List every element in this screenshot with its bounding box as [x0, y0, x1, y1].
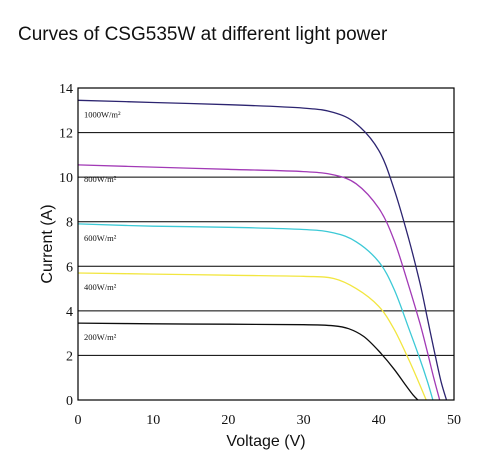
y-tick-label: 10	[59, 171, 73, 186]
y-tick-labels: 0 2 4 6 8 10 12 14	[59, 82, 73, 409]
curve-labels: 1000W/m² 800W/m² 600W/m² 400W/m² 200W/m²	[84, 109, 121, 342]
series-label: 800W/m²	[84, 174, 117, 184]
chart-title: Curves of CSG535W at different light pow…	[18, 24, 388, 45]
y-tick-label: 0	[66, 394, 73, 409]
y-axis-label: Current (A)	[39, 204, 56, 283]
curve-series	[77, 99, 448, 401]
y-tick-label: 12	[59, 127, 73, 142]
x-tick-label: 30	[297, 413, 311, 428]
grid-lines	[78, 132, 454, 356]
x-tick-label: 20	[221, 413, 235, 428]
x-tick-labels: 0 10 20 30 40 50	[75, 413, 462, 428]
series-line-1	[77, 164, 441, 401]
y-tick-label: 6	[66, 260, 73, 275]
x-tick-label: 10	[146, 413, 160, 428]
series-line-4	[77, 322, 419, 401]
x-axis-label: Voltage (V)	[226, 433, 305, 450]
y-tick-label: 2	[66, 349, 73, 364]
plot-frame	[77, 87, 455, 401]
series-line-2	[77, 223, 434, 401]
series-line-0	[77, 99, 448, 401]
x-tick-label: 0	[75, 413, 82, 428]
x-tick-label: 50	[447, 413, 461, 428]
series-label: 600W/m²	[84, 233, 117, 243]
y-tick-label: 8	[66, 216, 73, 231]
series-label: 200W/m²	[84, 332, 117, 342]
series-label: 400W/m²	[84, 282, 117, 292]
series-line-3	[77, 272, 427, 401]
x-tick-label: 40	[372, 413, 386, 428]
y-tick-label: 14	[59, 82, 73, 97]
series-label: 1000W/m²	[84, 109, 121, 119]
y-tick-label: 4	[66, 305, 73, 320]
